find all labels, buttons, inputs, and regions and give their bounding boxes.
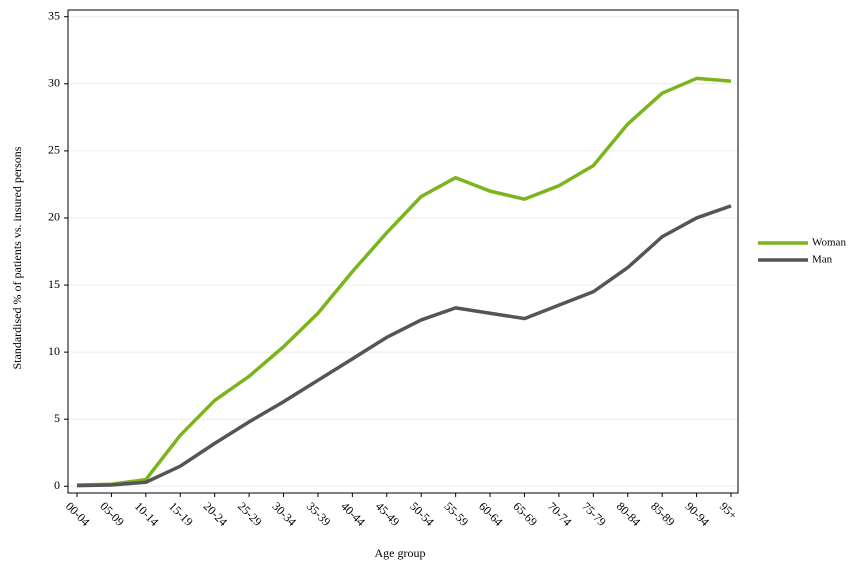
y-tick-label: 25 bbox=[48, 143, 60, 157]
line-series bbox=[76, 204, 732, 488]
y-tick-label: 35 bbox=[48, 8, 60, 22]
y-axis-label: Standardised % of patients vs. insured p… bbox=[10, 146, 24, 369]
line-series bbox=[76, 76, 732, 487]
y-tick-label: 20 bbox=[48, 210, 60, 224]
plot-frame bbox=[67, 9, 739, 494]
y-tick-label: 5 bbox=[54, 411, 60, 425]
x-axis-label: Age group bbox=[375, 546, 426, 560]
legend-label: Man bbox=[812, 254, 833, 266]
y-tick-label: 0 bbox=[54, 478, 60, 492]
y-tick-label: 10 bbox=[48, 344, 60, 358]
y-tick-label: 15 bbox=[48, 277, 60, 291]
y-tick-label: 30 bbox=[48, 76, 60, 90]
legend-label: Woman bbox=[812, 237, 846, 249]
